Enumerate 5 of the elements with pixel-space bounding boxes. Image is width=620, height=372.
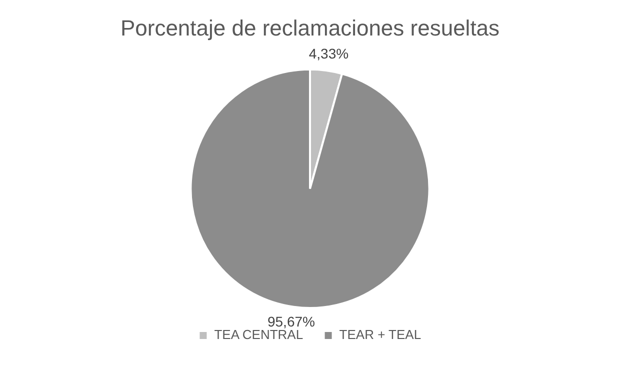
data-label: 4,33% bbox=[308, 46, 349, 62]
legend-label: TEA CENTRAL bbox=[214, 327, 304, 342]
chart-title: Porcentaje de reclamaciones resueltas bbox=[120, 15, 500, 40]
data-label: 95,67% bbox=[267, 314, 315, 330]
legend-label: TEAR + TEAL bbox=[339, 327, 422, 342]
